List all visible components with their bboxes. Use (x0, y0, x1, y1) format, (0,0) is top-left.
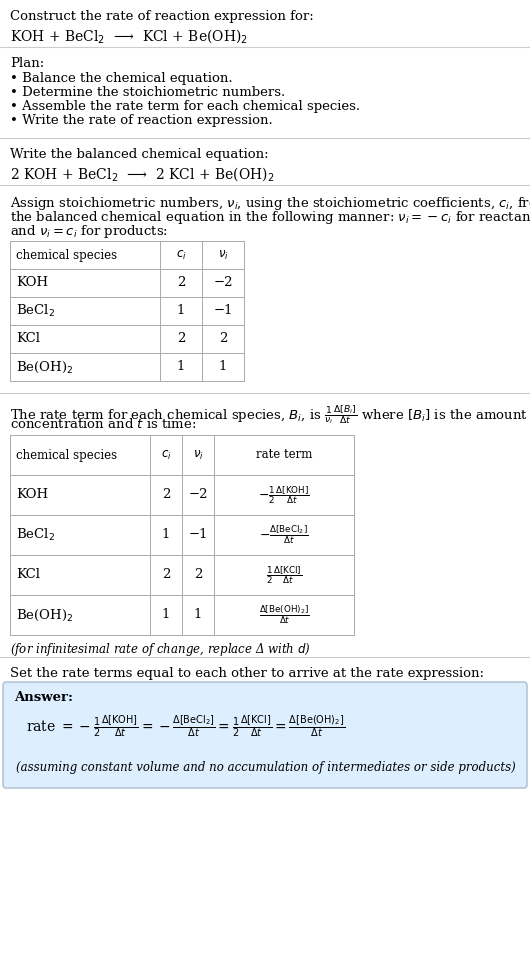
Text: $c_i$: $c_i$ (161, 448, 171, 462)
Text: −1: −1 (188, 528, 208, 542)
Text: KCl: KCl (16, 333, 40, 346)
Text: 2: 2 (162, 568, 170, 582)
Text: $-\frac{\Delta[\mathrm{BeCl_2}]}{\Delta t}$: $-\frac{\Delta[\mathrm{BeCl_2}]}{\Delta … (259, 524, 308, 547)
Text: KOH: KOH (16, 276, 48, 290)
Text: concentration and $t$ is time:: concentration and $t$ is time: (10, 417, 197, 431)
Text: the balanced chemical equation in the following manner: $\nu_i = -c_i$ for react: the balanced chemical equation in the fo… (10, 209, 530, 226)
Text: 1: 1 (177, 305, 185, 317)
Text: −2: −2 (188, 489, 208, 502)
FancyBboxPatch shape (3, 682, 527, 788)
Text: 1: 1 (219, 360, 227, 374)
Text: KOH: KOH (16, 489, 48, 502)
Text: (for infinitesimal rate of change, replace Δ with $d$): (for infinitesimal rate of change, repla… (10, 641, 311, 658)
Text: chemical species: chemical species (16, 249, 117, 262)
Text: 2: 2 (177, 276, 185, 290)
Text: rate term: rate term (256, 449, 312, 462)
Text: BeCl$_2$: BeCl$_2$ (16, 303, 55, 319)
Text: 2: 2 (162, 489, 170, 502)
Text: The rate term for each chemical species, $B_i$, is $\frac{1}{\nu_i}\frac{\Delta[: The rate term for each chemical species,… (10, 403, 528, 426)
Text: $\nu_i$: $\nu_i$ (218, 249, 228, 262)
Text: • Assemble the rate term for each chemical species.: • Assemble the rate term for each chemic… (10, 100, 360, 113)
Text: rate $= -\frac{1}{2}\frac{\Delta[\mathrm{KOH}]}{\Delta t} = -\frac{\Delta[\mathr: rate $= -\frac{1}{2}\frac{\Delta[\mathrm… (26, 713, 345, 739)
Text: • Balance the chemical equation.: • Balance the chemical equation. (10, 72, 233, 85)
Text: KCl: KCl (16, 568, 40, 582)
Text: KOH + BeCl$_2$  ⟶  KCl + Be(OH)$_2$: KOH + BeCl$_2$ ⟶ KCl + Be(OH)$_2$ (10, 27, 248, 45)
Text: 1: 1 (162, 608, 170, 622)
Text: Answer:: Answer: (14, 691, 73, 704)
Text: $-\frac{1}{2}\frac{\Delta[\mathrm{KOH}]}{\Delta t}$: $-\frac{1}{2}\frac{\Delta[\mathrm{KOH}]}… (258, 484, 310, 506)
Text: $\frac{1}{2}\frac{\Delta[\mathrm{KCl}]}{\Delta t}$: $\frac{1}{2}\frac{\Delta[\mathrm{KCl}]}{… (266, 564, 302, 586)
Text: and $\nu_i = c_i$ for products:: and $\nu_i = c_i$ for products: (10, 223, 168, 240)
Text: BeCl$_2$: BeCl$_2$ (16, 527, 55, 543)
Text: Construct the rate of reaction expression for:: Construct the rate of reaction expressio… (10, 10, 314, 23)
Text: 1: 1 (194, 608, 202, 622)
Text: 1: 1 (177, 360, 185, 374)
Text: Plan:: Plan: (10, 57, 44, 70)
Text: 2 KOH + BeCl$_2$  ⟶  2 KCl + Be(OH)$_2$: 2 KOH + BeCl$_2$ ⟶ 2 KCl + Be(OH)$_2$ (10, 165, 275, 183)
Text: Be(OH)$_2$: Be(OH)$_2$ (16, 607, 73, 623)
Text: 2: 2 (177, 333, 185, 346)
Text: −1: −1 (213, 305, 233, 317)
Text: chemical species: chemical species (16, 449, 117, 462)
Text: (assuming constant volume and no accumulation of intermediates or side products): (assuming constant volume and no accumul… (16, 761, 516, 774)
Text: $\nu_i$: $\nu_i$ (192, 448, 204, 462)
Text: Set the rate terms equal to each other to arrive at the rate expression:: Set the rate terms equal to each other t… (10, 667, 484, 680)
Text: Write the balanced chemical equation:: Write the balanced chemical equation: (10, 148, 269, 161)
Text: Be(OH)$_2$: Be(OH)$_2$ (16, 359, 73, 375)
Text: $\frac{\Delta[\mathrm{Be(OH)_2}]}{\Delta t}$: $\frac{\Delta[\mathrm{Be(OH)_2}]}{\Delta… (259, 604, 310, 627)
Text: • Determine the stoichiometric numbers.: • Determine the stoichiometric numbers. (10, 86, 285, 99)
Text: 2: 2 (219, 333, 227, 346)
Text: • Write the rate of reaction expression.: • Write the rate of reaction expression. (10, 114, 273, 127)
Text: −2: −2 (213, 276, 233, 290)
Text: 1: 1 (162, 528, 170, 542)
Text: $c_i$: $c_i$ (175, 249, 187, 262)
Text: 2: 2 (194, 568, 202, 582)
Text: Assign stoichiometric numbers, $\nu_i$, using the stoichiometric coefficients, $: Assign stoichiometric numbers, $\nu_i$, … (10, 195, 530, 212)
